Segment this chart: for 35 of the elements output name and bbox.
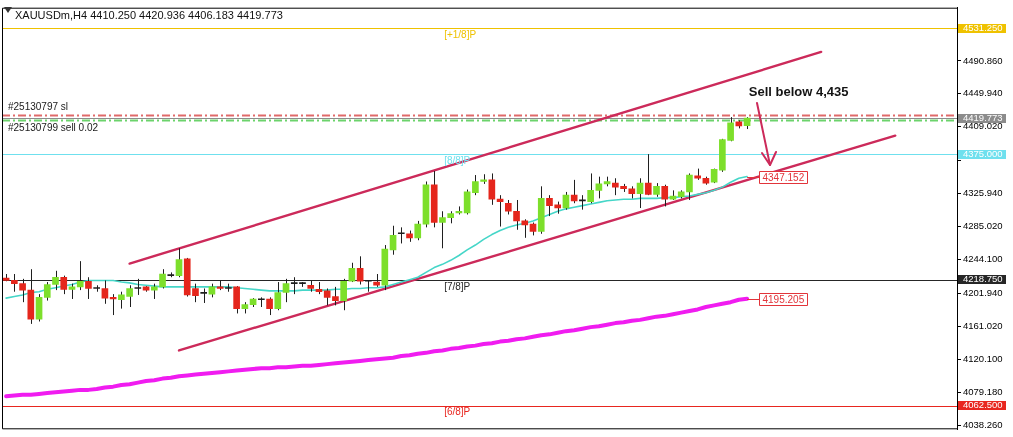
y-tick-label: 4161.020 — [963, 319, 1003, 331]
candlestick — [521, 218, 529, 239]
candlestick — [175, 247, 183, 278]
y-tick-label: 4038.260 — [963, 418, 1003, 430]
candlestick — [686, 172, 693, 201]
annotation: Sell below 4,435 — [748, 83, 849, 99]
y-tick-label: 4531.250 — [963, 22, 1003, 34]
chart-title: XAUUSDm,H4 4410.250 4420.936 4406.183 4419.773 — [15, 9, 283, 22]
candlestick — [414, 220, 422, 241]
y-tick-label: 4490.860 — [963, 54, 1003, 66]
ref-line-label: #25130799 sell 0.02 — [8, 122, 99, 134]
data-label: 4195.205 — [762, 293, 805, 305]
y-tick-label: 4449.940 — [963, 87, 1003, 99]
y-tick-label: 4325.940 — [963, 187, 1003, 199]
y-tick-label: 4120.100 — [963, 352, 1003, 364]
y-tick-label: 4201.940 — [963, 287, 1003, 298]
y-tick-label: 4409.020 — [963, 120, 1003, 132]
y-tick-label: 4062.500 — [963, 399, 1003, 411]
y-tick-label: 4375.000 — [963, 147, 1003, 159]
ref-line-label: #25130797 sl — [8, 101, 69, 113]
candlestick — [496, 194, 504, 228]
ref-line-label: [+1/8]P — [444, 29, 477, 41]
candlestick — [200, 288, 208, 304]
candlestick — [488, 172, 496, 206]
y-tick-label: 4218.750 — [963, 273, 1003, 285]
ref-line-label: [7/8]P — [444, 280, 471, 292]
y-tick-label: 4244.100 — [963, 253, 1003, 265]
y-tick-label: 4285.020 — [963, 220, 1003, 232]
candlestick — [579, 194, 586, 211]
candlestick — [644, 153, 652, 196]
data-label: 4347.152 — [762, 171, 805, 183]
y-tick-label: 4419.773 — [963, 111, 1003, 123]
y-tick-label: 4079.180 — [963, 385, 1003, 397]
candlestick — [661, 184, 669, 207]
ref-line-label: [6/8]P — [444, 406, 471, 418]
